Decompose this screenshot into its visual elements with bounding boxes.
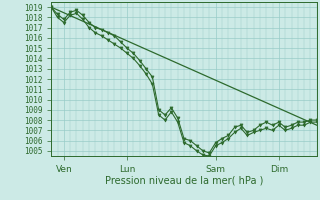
- X-axis label: Pression niveau de la mer( hPa ): Pression niveau de la mer( hPa ): [105, 175, 263, 185]
